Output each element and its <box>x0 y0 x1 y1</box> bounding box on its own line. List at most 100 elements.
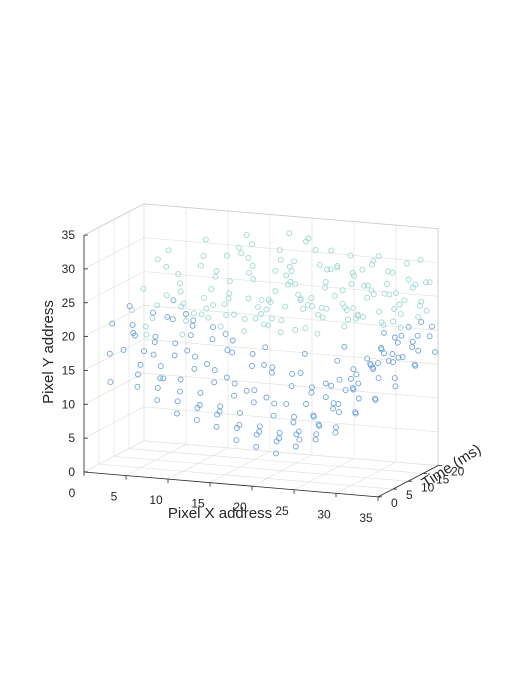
data-point <box>364 282 371 289</box>
data-point <box>364 355 371 362</box>
data-point <box>398 332 405 339</box>
data-point <box>250 399 257 406</box>
data-point <box>418 298 425 305</box>
data-point <box>423 279 429 286</box>
data-point <box>345 316 351 323</box>
x-axis-label: Pixel X address <box>168 505 272 522</box>
data-point <box>403 260 410 267</box>
data-point <box>213 268 220 274</box>
data-point <box>412 281 419 288</box>
data-point <box>211 379 218 386</box>
data-point <box>304 301 311 308</box>
data-point <box>370 257 377 264</box>
data-point <box>256 428 263 435</box>
x-tick-label: 30 <box>317 507 331 521</box>
data-point <box>174 398 181 405</box>
data-point <box>392 383 399 390</box>
data-point <box>322 380 329 387</box>
data-point <box>157 375 164 382</box>
data-point <box>212 273 219 280</box>
data-point <box>150 351 157 358</box>
data-point <box>397 324 404 331</box>
data-point <box>328 382 335 389</box>
data-point <box>196 402 203 408</box>
data-point <box>283 401 290 408</box>
data-point <box>314 330 321 337</box>
data-point <box>394 339 401 346</box>
data-point <box>269 364 276 371</box>
grid-line <box>143 237 439 263</box>
data-point <box>164 313 171 320</box>
data-point <box>160 375 167 382</box>
data-point <box>223 312 230 319</box>
data-point <box>405 323 412 330</box>
data-point <box>223 252 230 259</box>
data-point <box>391 375 398 382</box>
grid-line <box>143 372 439 399</box>
data-point <box>386 291 393 298</box>
data-point <box>142 323 149 330</box>
data-point <box>223 374 230 381</box>
y-tick-label: 25 <box>62 296 76 310</box>
data-point <box>380 321 387 328</box>
data-point <box>253 443 260 450</box>
data-point <box>251 387 258 394</box>
grid-line <box>143 440 439 466</box>
data-point <box>202 236 209 243</box>
data-point <box>107 379 114 386</box>
data-point <box>221 301 228 308</box>
data-point <box>385 268 392 275</box>
data-point <box>169 316 176 323</box>
data-point <box>334 264 341 271</box>
data-point <box>183 317 189 324</box>
y-tick-label: 35 <box>62 228 76 242</box>
x-tick-label: 20 <box>233 500 247 514</box>
data-point <box>330 405 336 412</box>
y-axis-label: Pixel Y address <box>40 300 57 404</box>
data-point <box>177 280 183 287</box>
data-point <box>313 431 320 438</box>
z-tick-label: 10 <box>421 480 435 494</box>
data-point <box>175 271 182 278</box>
data-point <box>154 256 161 263</box>
x-tick-label: 10 <box>149 493 163 507</box>
data-point <box>426 333 433 340</box>
data-point <box>231 311 237 318</box>
data-point <box>350 305 357 312</box>
data-point <box>418 319 425 326</box>
data-point <box>334 262 341 269</box>
data-point <box>296 436 303 443</box>
data-point <box>233 437 240 444</box>
data-point <box>241 328 248 335</box>
data-point <box>391 334 398 341</box>
data-point <box>187 332 194 339</box>
data-point <box>292 327 299 333</box>
data-point <box>347 252 354 259</box>
data-point <box>355 395 362 402</box>
data-point <box>265 322 272 329</box>
data-point <box>190 317 197 324</box>
data-point <box>183 311 189 317</box>
data-point <box>292 443 299 450</box>
points-layer <box>106 230 438 457</box>
data-point <box>327 266 334 273</box>
data-point <box>109 320 116 327</box>
data-point <box>203 305 210 312</box>
data-point <box>249 350 256 357</box>
grid-line <box>143 406 439 433</box>
data-point <box>351 272 357 279</box>
data-point <box>272 288 279 295</box>
grid-line <box>113 456 409 482</box>
y-tick-label: 20 <box>62 330 76 344</box>
data-point <box>249 262 256 269</box>
data-point <box>288 383 295 390</box>
data-point <box>263 394 270 401</box>
data-point <box>243 232 250 239</box>
data-point <box>177 288 184 295</box>
data-point <box>249 363 255 369</box>
grid-line <box>83 271 145 304</box>
data-point <box>348 280 355 287</box>
data-point <box>370 291 377 298</box>
series-1 <box>106 297 438 457</box>
data-point <box>348 375 354 382</box>
